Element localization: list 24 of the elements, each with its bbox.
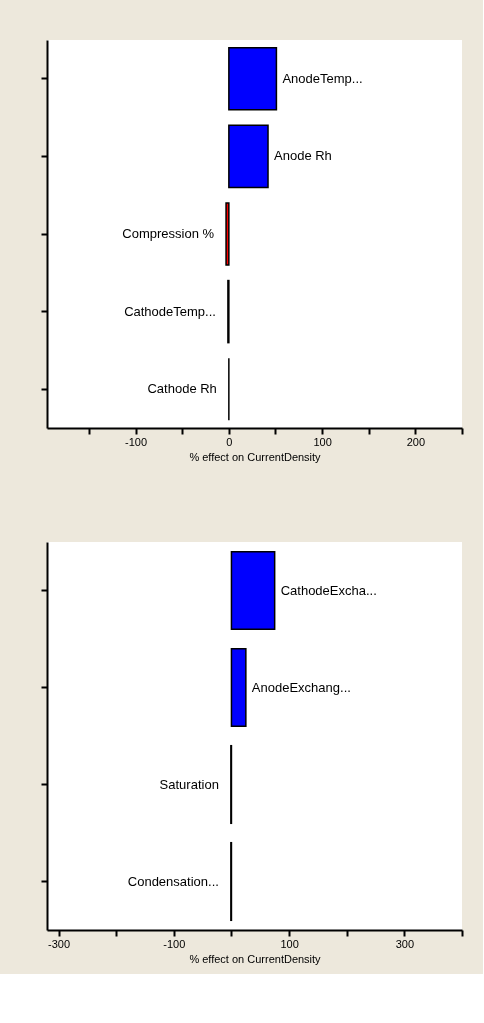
category-label: Cathode Rh [147,381,217,397]
bar [228,47,278,111]
x-tick-label: 200 [406,435,426,448]
category-label: AnodeExchang... [251,679,351,695]
category-label: Compression % [122,226,215,241]
x-tick-label: -100 [125,435,148,448]
x-tick-label: 300 [395,937,415,950]
category-label: CathodeExcha... [280,582,377,598]
category-label: CathodeTemp... [124,303,216,319]
x-tick-label: -100 [163,937,186,950]
bar [225,202,230,266]
x-tick-label: 100 [280,937,299,950]
x-tick-label: 0 [226,435,233,448]
bar [228,124,269,189]
bar [230,550,276,631]
x-tick-label: 100 [313,435,332,448]
category-label: Saturation [159,776,219,792]
category-label: Condensation... [127,873,219,889]
bar [230,647,247,728]
category-label: AnodeTemp... [282,70,363,86]
x-tick-label: -300 [48,937,71,950]
x-axis-title: % effect on CurrentDensity [189,450,322,463]
x-axis-title: % effect on CurrentDensity [189,952,322,965]
category-label: Anode Rh [274,148,332,164]
